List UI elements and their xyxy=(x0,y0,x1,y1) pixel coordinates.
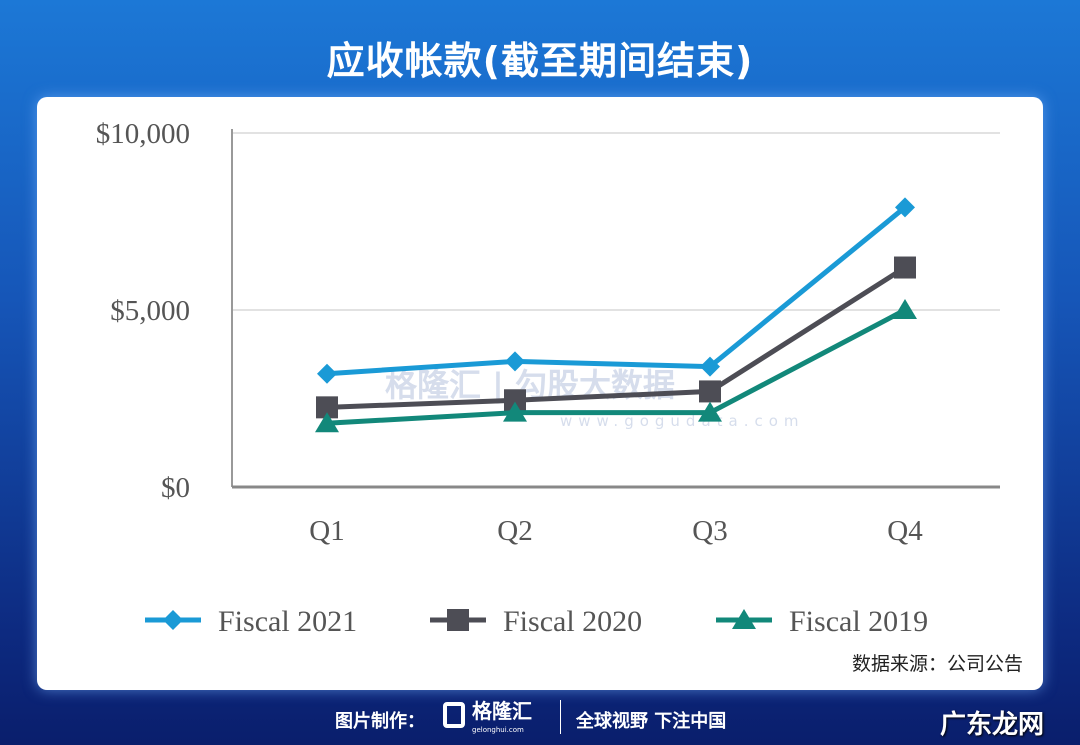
watermark-url: www.gogudata.com xyxy=(560,412,805,430)
x-tick-label: Q1 xyxy=(309,515,344,547)
data-point-diamond xyxy=(895,197,915,218)
x-tick-label: Q4 xyxy=(887,515,923,547)
legend-label: Fiscal 2021 xyxy=(218,605,357,638)
data-point-square xyxy=(894,256,916,279)
legend-marker-square xyxy=(447,609,469,631)
legend-marker-triangle xyxy=(732,609,756,629)
corner-watermark: 广东龙网 xyxy=(939,710,1044,740)
slogan: 全球视野 下注中国 xyxy=(576,711,727,732)
data-point-triangle xyxy=(503,401,527,422)
series-line-1 xyxy=(326,265,907,410)
chart-card: $0 $5,000 $10,000 Q1 Q2 Q3 Q4 格隆汇 | 勾股大数据 www.go… xyxy=(37,97,1043,690)
data-point-triangle xyxy=(893,299,917,319)
legend-label: Fiscal 2019 xyxy=(789,605,928,638)
gelonghui-logo-icon xyxy=(443,702,465,728)
logo-text: 格隆汇 xyxy=(472,699,532,723)
footer-divider xyxy=(560,700,561,734)
data-point-triangle xyxy=(698,401,722,422)
source-note: 数据来源：公司公告 xyxy=(851,653,1023,675)
data-point-square xyxy=(504,389,526,412)
data-point-square xyxy=(699,380,721,403)
legend-label: Fiscal 2020 xyxy=(503,605,642,638)
series-line-2 xyxy=(326,307,907,426)
x-tick-label: Q3 xyxy=(692,515,727,547)
data-point-diamond xyxy=(505,351,525,372)
data-point-triangle xyxy=(315,412,339,433)
data-point-diamond xyxy=(700,356,720,377)
y-tick-label: $0 xyxy=(161,472,190,504)
data-point-square xyxy=(316,396,338,419)
y-tick-label: $5,000 xyxy=(110,295,190,327)
x-tick-label: Q2 xyxy=(497,515,532,547)
page-title: 应收帐款(截至期间结束) xyxy=(326,39,754,83)
y-tick-label: $10,000 xyxy=(96,118,190,150)
legend-marker-diamond xyxy=(163,610,183,630)
data-point-diamond xyxy=(317,363,337,384)
footer: 图片制作： 格隆汇 gelonghui.com 全球视野 下注中国 xyxy=(0,700,1080,736)
made-by-label: 图片制作： xyxy=(335,711,425,732)
logo-url: gelonghui.com xyxy=(472,726,524,734)
series-line-0 xyxy=(326,205,907,377)
